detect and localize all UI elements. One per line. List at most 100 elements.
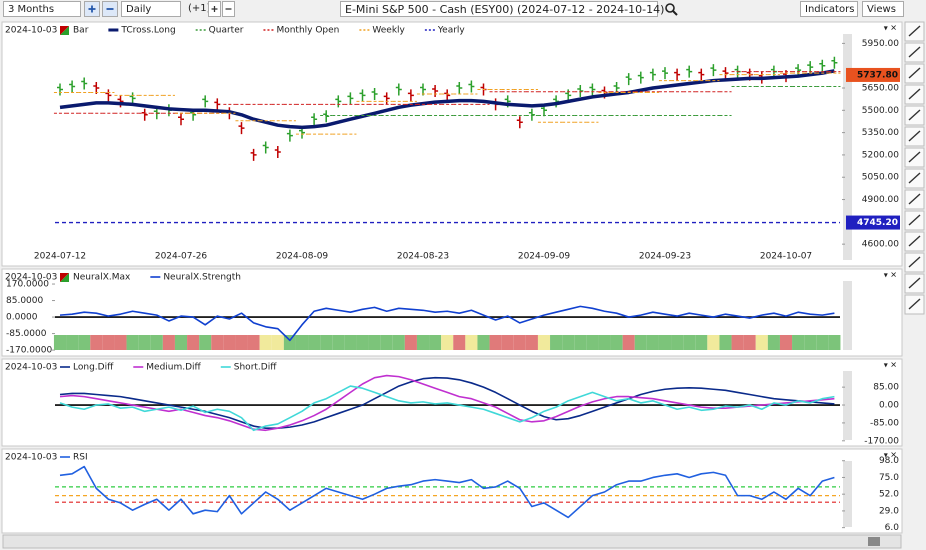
panel-date: 2024-10-03: [5, 273, 57, 283]
legend-label: NeuralX.Strength: [163, 273, 241, 283]
price-bar: [359, 89, 366, 102]
price-bar: [335, 95, 342, 108]
price-bar: [819, 59, 826, 72]
state-cell: [634, 335, 647, 350]
zoom-in[interactable]: [84, 1, 100, 17]
x-tick-label: 2024-09-09: [518, 252, 571, 262]
legend-icon: [60, 273, 69, 282]
x-tick-label: 2024-09-23: [639, 252, 691, 262]
panel-close[interactable]: ▾ ✕: [884, 451, 897, 460]
y-tick-label: -85.0000: [6, 329, 47, 339]
legend-label: Bar: [73, 26, 89, 36]
tool-icon: [908, 298, 921, 310]
price-bar: [383, 92, 390, 105]
y-tick-label: 170.0000: [6, 280, 49, 290]
views-button[interactable]: Views: [862, 1, 904, 17]
panel-close[interactable]: ▾ ✕: [884, 24, 897, 33]
state-cell: [235, 335, 248, 350]
price-bar: [637, 71, 644, 84]
price-bar: [686, 65, 693, 78]
y-tick-label: -170.0000: [6, 346, 52, 356]
tool-icon: [908, 256, 921, 268]
state-cell: [804, 335, 817, 350]
panel-date: 2024-10-03: [5, 26, 57, 36]
state-cell: [477, 335, 490, 350]
y-tick-label: 5950.00: [862, 39, 899, 49]
price-bar: [831, 56, 838, 69]
scrollbar[interactable]: [2, 534, 902, 549]
price-bar: [69, 80, 76, 93]
state-cell: [683, 335, 696, 350]
state-cell: [779, 335, 793, 350]
price-bar: [589, 83, 596, 96]
y-tick-label: 5500.00: [862, 106, 899, 116]
y-tick-label: 5200.00: [862, 150, 899, 160]
series-line: [59, 305, 835, 342]
state-cell: [453, 335, 466, 350]
state-cell: [610, 335, 623, 350]
panel-close[interactable]: ▾ ✕: [884, 271, 897, 280]
offset-plus[interactable]: [208, 1, 221, 17]
state-cell: [126, 335, 139, 350]
legend-label: Quarter: [209, 26, 244, 36]
offset-minus[interactable]: [222, 1, 235, 17]
price-bar: [395, 83, 402, 96]
state-cell: [574, 335, 587, 350]
price-bar: [238, 122, 245, 135]
symbol-title[interactable]: E-Mini S&P 500 - Cash (ESY00) (2024-07-1…: [340, 1, 664, 17]
y-tick-label: 85.0000: [6, 296, 43, 306]
price-bar: [250, 148, 257, 161]
state-cell: [380, 335, 393, 350]
state-cell: [658, 335, 672, 350]
panel-scroll: [843, 461, 852, 527]
price-bar: [674, 68, 681, 81]
state-cell: [828, 335, 841, 350]
zoom-out[interactable]: [102, 1, 118, 17]
state-cell: [586, 335, 599, 350]
y-tick-label: 4600.00: [862, 240, 899, 250]
panel: [1, 21, 903, 267]
tool-icon: [908, 235, 921, 247]
y-tick-label: -170.00: [864, 436, 899, 446]
indicators-button[interactable]: Indicators: [800, 1, 858, 17]
tool-icon: [908, 277, 921, 289]
price-bar: [129, 92, 136, 105]
panel: [1, 448, 903, 534]
state-cell: [429, 335, 442, 350]
y-tick-label: 52.0: [879, 490, 899, 500]
y-tick-label: 29.0: [879, 506, 899, 516]
panel-close[interactable]: ▾ ✕: [884, 361, 897, 370]
state-cell: [283, 335, 296, 350]
y-tick-label: 6.0: [885, 523, 900, 533]
interval-select[interactable]: Daily: [121, 1, 181, 17]
price-bar: [214, 98, 221, 111]
state-cell: [562, 335, 575, 350]
legend-label: NeuralX.Max: [73, 273, 131, 283]
series-line: [59, 69, 835, 130]
tool-icon: [908, 151, 921, 163]
price-bar: [432, 84, 439, 97]
x-tick-label: 2024-08-09: [276, 252, 329, 262]
price-bar: [262, 141, 269, 154]
search-icon[interactable]: [664, 2, 680, 17]
state-cell: [719, 335, 732, 350]
last-price-box: [846, 67, 900, 82]
tool-icon: [908, 46, 921, 58]
legend-label: Medium.Diff: [146, 363, 201, 373]
price-bar: [141, 108, 148, 121]
scroll-thumb[interactable]: [868, 537, 880, 546]
price-bar: [516, 116, 523, 129]
y-tick-label: 4900.00: [862, 195, 899, 205]
state-cell: [416, 335, 430, 350]
tool-icon: [908, 67, 921, 79]
y-tick-label: 0.00: [879, 401, 899, 411]
price-bar: [456, 82, 463, 94]
y-tick-label: 5650.00: [862, 84, 899, 94]
price-bar: [528, 108, 535, 121]
state-cell: [174, 335, 188, 350]
y-tick-label: 5350.00: [862, 128, 899, 138]
range-select[interactable]: 3 Months: [3, 1, 81, 17]
state-cell: [211, 335, 224, 350]
state-cell: [320, 335, 333, 350]
state-cell: [223, 335, 236, 350]
